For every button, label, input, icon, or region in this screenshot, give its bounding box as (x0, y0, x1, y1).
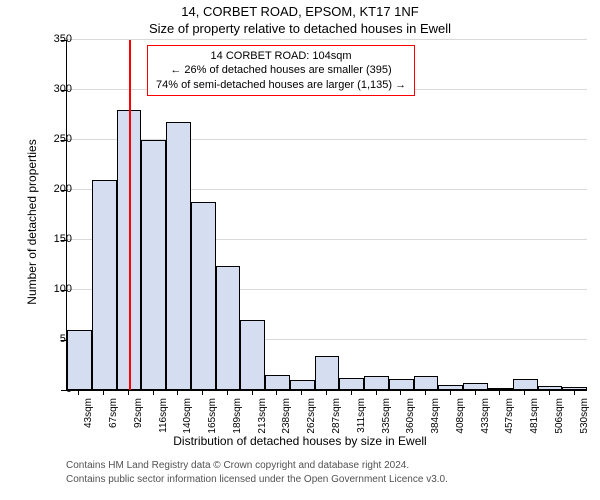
y-tick-mark (61, 190, 66, 191)
y-tick-label: 100 (32, 283, 72, 295)
bar (463, 383, 488, 390)
chart-subtitle: Size of property relative to detached ho… (0, 21, 600, 36)
bar (339, 378, 364, 390)
property-marker-line (129, 40, 131, 390)
bar (92, 180, 117, 390)
bar (265, 375, 290, 390)
annotation-line3: 74% of semi-detached houses are larger (… (156, 78, 406, 92)
chart-title: 14, CORBET ROAD, EPSOM, KT17 1NF (0, 4, 600, 19)
y-tick-mark (61, 390, 66, 391)
bar (240, 320, 265, 390)
bar (414, 376, 439, 390)
y-tick-label: 50 (32, 333, 72, 345)
y-tick-label: 350 (32, 33, 72, 45)
bar (191, 202, 216, 390)
x-axis-line (67, 390, 587, 391)
bar (216, 266, 241, 390)
footer-line2: Contains public sector information licen… (66, 474, 448, 485)
y-tick-mark (61, 240, 66, 241)
y-tick-label: 300 (32, 83, 72, 95)
bar (389, 379, 414, 390)
y-tick-mark (61, 340, 66, 341)
annotation-box: 14 CORBET ROAD: 104sqm ← 26% of detached… (147, 45, 415, 96)
bar (364, 376, 389, 390)
annotation-line1: 14 CORBET ROAD: 104sqm (156, 49, 406, 63)
x-axis-label: Distribution of detached houses by size … (0, 434, 600, 448)
y-tick-mark (61, 290, 66, 291)
y-tick-label: 0 (32, 383, 72, 395)
bar (141, 140, 166, 390)
footer-line1: Contains HM Land Registry data © Crown c… (66, 460, 409, 471)
bar (513, 379, 538, 390)
bar (290, 380, 315, 390)
chart-frame: 14, CORBET ROAD, EPSOM, KT17 1NF Size of… (0, 0, 600, 500)
y-tick-mark (61, 40, 66, 41)
bar (67, 330, 92, 390)
y-tick-label: 250 (32, 133, 72, 145)
y-tick-label: 150 (32, 233, 72, 245)
y-tick-mark (61, 90, 66, 91)
y-tick-mark (61, 140, 66, 141)
plot-area: 14 CORBET ROAD: 104sqm ← 26% of detached… (66, 40, 587, 391)
bar (166, 122, 191, 390)
y-tick-label: 200 (32, 183, 72, 195)
annotation-line2: ← 26% of detached houses are smaller (39… (156, 63, 406, 77)
bar (315, 356, 340, 390)
